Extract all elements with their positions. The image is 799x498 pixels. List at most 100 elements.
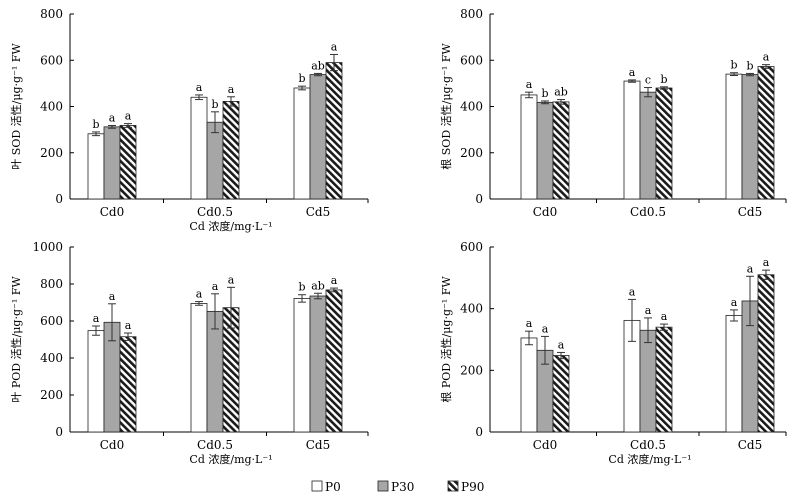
error-bar xyxy=(557,351,565,360)
y-tick-label: 400 xyxy=(40,351,63,365)
significance-letter: a xyxy=(526,317,533,330)
significance-letter: b xyxy=(730,59,737,72)
legend-swatch xyxy=(377,480,389,492)
error-bar xyxy=(124,332,132,341)
chart-panel-1: 0 200 400 600 800 Cd0 Cd0.5 Cd5 叶 SOD 活性/μg·g⁻¹ … xyxy=(9,7,369,233)
error-bar xyxy=(525,330,533,346)
bar-p0-cd5 xyxy=(293,298,311,433)
bar-p90-cd0 xyxy=(552,101,570,200)
y-tick-label: 200 xyxy=(460,363,483,377)
bar-p0-cd0 xyxy=(520,337,538,433)
significance-letter: a xyxy=(629,285,636,298)
y-axis-label: 根 POD 活性/μg·g⁻¹ FW xyxy=(439,276,453,403)
bar-p0-cd0-5 xyxy=(190,303,208,433)
y-tick-label: 600 xyxy=(40,314,63,328)
x-axis-label: Cd 浓度/mg·L⁻¹ xyxy=(608,452,691,466)
bar-p90-cd0 xyxy=(119,336,137,433)
bar-p30-cd5 xyxy=(309,74,327,200)
y-tick-label: 0 xyxy=(55,192,63,206)
bar-p30-cd5 xyxy=(309,295,327,433)
error-bar xyxy=(108,303,116,342)
legend-label: P90 xyxy=(461,480,484,494)
significance-letter: ab xyxy=(311,59,325,72)
significance-letter: c xyxy=(645,74,651,87)
bar-p0-cd0 xyxy=(520,94,538,200)
bar-p0-cd5 xyxy=(725,73,743,200)
error-bar xyxy=(227,96,235,107)
bar-p90-cd0 xyxy=(552,355,570,433)
error-bar xyxy=(227,286,235,329)
error-bar xyxy=(195,301,203,306)
y-tick-label: 800 xyxy=(460,7,483,21)
category-label: Cd0 xyxy=(533,205,558,219)
y-tick-label: 0 xyxy=(475,192,483,206)
significance-letter: a xyxy=(228,273,235,286)
category-label: Cd0 xyxy=(100,438,125,452)
error-bar xyxy=(746,72,754,77)
category-label: Cd0 xyxy=(533,438,558,452)
error-bar xyxy=(108,124,116,129)
bar-p30-cd0-5 xyxy=(639,329,657,433)
bar-p30-cd0 xyxy=(536,101,554,200)
category-label: Cd0 xyxy=(100,205,125,219)
error-bar xyxy=(195,94,203,101)
bar-p0-cd0-5 xyxy=(623,80,641,200)
significance-letter: b xyxy=(211,98,218,111)
significance-letter: a xyxy=(747,262,754,275)
bar-p30-cd0-5 xyxy=(639,91,657,200)
bar-p0-cd5 xyxy=(293,87,311,200)
error-bar xyxy=(644,317,652,344)
category-label: Cd0.5 xyxy=(197,205,233,219)
error-bar xyxy=(644,87,652,98)
chart-panel-4: 0 200 400 600 Cd0 Cd0.5 Cd5 根 POD 活性/μg·g⁻¹ FW C… xyxy=(439,240,787,466)
y-tick-label: 600 xyxy=(460,53,483,67)
bar-p0-cd0 xyxy=(87,330,105,433)
bar-p90-cd5 xyxy=(757,274,775,433)
bar-p90-cd0 xyxy=(119,125,137,200)
significance-letter: a xyxy=(196,81,203,94)
legend-item-p30: P30 xyxy=(377,480,414,494)
error-bar xyxy=(660,323,668,331)
significance-letter: a xyxy=(93,312,100,325)
significance-letter: b xyxy=(660,73,667,86)
significance-letter: a xyxy=(645,304,652,317)
error-bar xyxy=(211,111,219,134)
bar-p90-cd0-5 xyxy=(655,326,673,433)
error-bar xyxy=(211,293,219,330)
significance-letter: a xyxy=(558,338,565,351)
significance-letter: ab xyxy=(554,86,568,99)
significance-letter: a xyxy=(109,111,116,124)
y-tick-label: 1000 xyxy=(32,240,63,254)
error-bar xyxy=(660,86,668,90)
significance-letter: b xyxy=(298,72,305,85)
legend-swatch xyxy=(447,480,459,492)
error-bar xyxy=(525,91,533,99)
bar-p90-cd0-5 xyxy=(222,101,240,200)
y-axis-label: 根 SOD 活性/μg·g⁻¹ FW xyxy=(439,43,453,170)
legend-item-p90: P90 xyxy=(447,480,484,494)
significance-letter: a xyxy=(763,51,770,64)
bar-p0-cd5 xyxy=(725,315,743,433)
error-bar xyxy=(124,123,132,128)
bar-p90-cd5 xyxy=(757,66,775,200)
category-label: Cd5 xyxy=(306,205,331,219)
bar-p0-cd0-5 xyxy=(190,96,208,200)
error-bar xyxy=(541,100,549,105)
y-tick-label: 200 xyxy=(40,146,63,160)
significance-letter: a xyxy=(196,288,203,301)
significance-letter: b xyxy=(541,87,548,100)
x-axis-label: Cd 浓度/mg·L⁻¹ xyxy=(189,452,272,466)
significance-letter: a xyxy=(212,280,219,293)
bar-p90-cd0-5 xyxy=(655,87,673,200)
error-bar xyxy=(330,53,338,72)
category-label: Cd5 xyxy=(738,438,763,452)
significance-letter: a xyxy=(629,66,636,79)
significance-letter: a xyxy=(331,274,338,287)
y-tick-label: 400 xyxy=(460,100,483,114)
error-bar xyxy=(762,64,770,69)
significance-letter: a xyxy=(125,110,132,123)
legend-label: P0 xyxy=(325,480,341,494)
significance-letter: b xyxy=(92,118,99,131)
bar-p90-cd5 xyxy=(325,62,343,200)
